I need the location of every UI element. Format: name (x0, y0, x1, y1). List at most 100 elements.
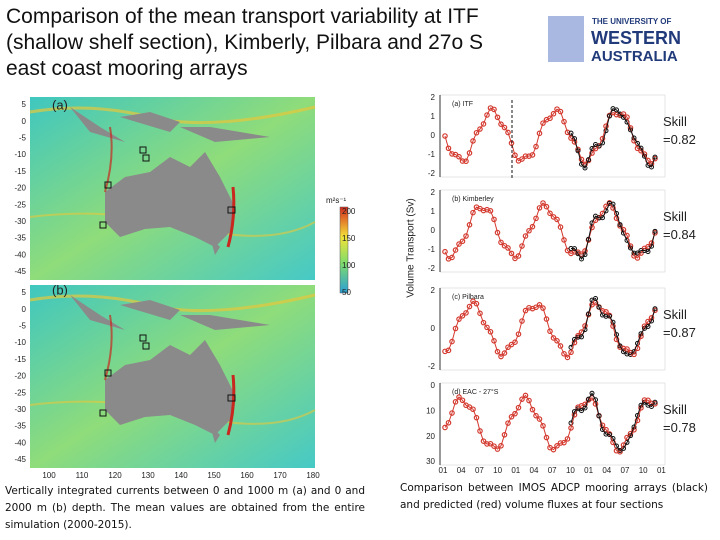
y-tick-label: -1 (428, 150, 436, 159)
decor-point (543, 316, 550, 322)
decor-line (570, 297, 656, 356)
decor-point (519, 318, 525, 324)
decor-point (512, 152, 518, 159)
decor-point (449, 254, 455, 261)
y-tick-label: 2 (431, 188, 436, 197)
decor-point (484, 324, 490, 331)
decor-point (522, 392, 529, 399)
y-tick-label: -2 (428, 362, 436, 371)
decor-point (487, 208, 494, 214)
y-tick-label: 10 (426, 406, 435, 415)
decor-line (444, 107, 656, 166)
decor-point (459, 397, 466, 404)
decor-line (444, 394, 656, 453)
decor-point (445, 145, 452, 152)
panel-label: (a) (52, 97, 68, 112)
map-lon-tick: 140 (174, 471, 188, 480)
decor-point (449, 338, 455, 345)
decor-point (550, 335, 557, 341)
decor-point (613, 336, 620, 343)
decor-point (508, 250, 515, 257)
decor-line (444, 300, 656, 359)
y-axis-label: Volume Transport (Sv) (406, 198, 417, 297)
map-lat-tick: -15 (14, 355, 26, 364)
decor-point (593, 295, 598, 301)
decor-point (578, 156, 585, 163)
decor-point (456, 394, 462, 400)
slide-title: Comparison of the mean transport variabi… (6, 5, 484, 80)
figure: THE UNIVERSITY OF WESTERN AUSTRALIA (a) … (14, 16, 696, 480)
left-caption: Vertically integrated currents between 0… (5, 485, 365, 531)
logo-text: AUSTRALIA (591, 48, 678, 65)
decor-point (554, 442, 560, 449)
decor-point (596, 304, 602, 310)
map-lat-tick: -25 (14, 388, 26, 397)
decor-point (498, 121, 504, 127)
decor-point (526, 227, 532, 234)
map-lat-tick: -5 (19, 322, 27, 331)
decor-point (613, 215, 620, 222)
decor-point (589, 146, 595, 152)
decor-point (498, 353, 504, 360)
decor-point (505, 344, 511, 351)
map-lat-tick: -20 (14, 184, 26, 193)
plot-label: (c) Pilbara (452, 294, 484, 301)
decor-point (645, 243, 651, 250)
map-lat-tick: -30 (14, 217, 26, 226)
map-lat-tick: -45 (14, 455, 26, 464)
x-tick-label: 04 (457, 466, 466, 475)
decor-point (505, 420, 511, 426)
x-tick-label: 01 (657, 466, 666, 475)
x-tick-label: 10 (639, 466, 648, 475)
map-lon-tick: 150 (207, 471, 221, 480)
skill-label: Skill =0.84 (663, 209, 696, 242)
decor-point (568, 135, 574, 141)
decor-point (540, 305, 546, 311)
decor-point (491, 216, 497, 223)
decor-point (442, 133, 448, 139)
decor-point (579, 161, 584, 167)
panel-label: (b) (52, 282, 68, 297)
map-lon-tick: 180 (306, 471, 320, 480)
decor-point (512, 339, 518, 345)
skill-label: Skill =0.87 (663, 307, 696, 340)
colorbar-tick: 100 (342, 261, 356, 270)
decor-point (579, 408, 584, 414)
decor-point (543, 203, 550, 210)
y-tick-label: 2 (431, 93, 436, 102)
decor-point (498, 442, 504, 449)
decor-point (617, 449, 623, 455)
decor-point (512, 410, 518, 417)
decor-point (463, 233, 469, 239)
decor-point (477, 126, 483, 132)
decor-point (473, 414, 480, 421)
decor-point (515, 253, 522, 259)
decor-point (596, 143, 602, 149)
decor-point (456, 153, 462, 160)
decor-point (459, 313, 466, 319)
decor-point (578, 251, 585, 257)
decor-point (449, 410, 455, 416)
decor-point (557, 108, 564, 115)
plot-label: (a) ITF (452, 101, 473, 108)
colorbar-unit: m²s⁻¹ (326, 196, 347, 205)
decor-point (550, 110, 557, 117)
decor-point (463, 310, 469, 316)
decor-point (442, 348, 448, 355)
decor-point (547, 210, 553, 217)
decor-point (505, 129, 511, 136)
decor-point (536, 302, 543, 308)
plot-label: (b) Kimberley (452, 196, 494, 203)
decor-point (452, 247, 459, 253)
map-lon-tick: 120 (108, 471, 122, 480)
decor-point (624, 114, 630, 120)
decor-point (620, 111, 627, 117)
decor-point (536, 205, 543, 211)
decor-point (470, 209, 476, 216)
decor-point (561, 237, 567, 243)
decor-point (508, 414, 515, 420)
decor-point (519, 156, 525, 162)
x-tick-label: 01 (511, 466, 520, 475)
decor-point (543, 434, 550, 441)
x-tick-label: 04 (530, 466, 539, 475)
